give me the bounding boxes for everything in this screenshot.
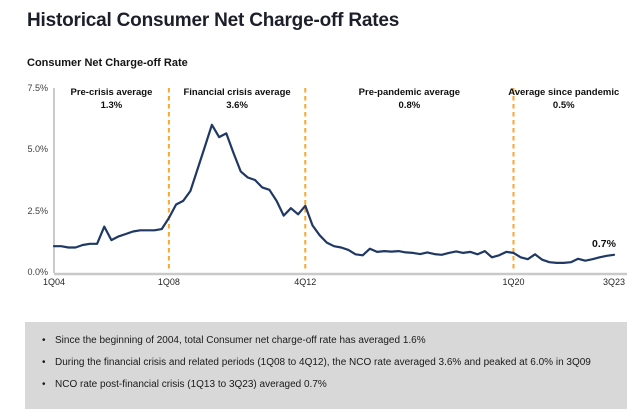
footnote-text: NCO rate post-financial crisis (1Q13 to … bbox=[55, 379, 327, 390]
page-title: Historical Consumer Net Charge-off Rates bbox=[27, 10, 400, 31]
line-series bbox=[52, 123, 616, 264]
annotation-label: Average since pandemic bbox=[508, 87, 620, 98]
chart-area: Pre-crisis average 1.3% Financial crisis… bbox=[0, 75, 640, 305]
x-axis-label: 1Q08 bbox=[157, 277, 180, 287]
y-axis-label: 0.0% bbox=[27, 267, 48, 277]
footnote-box: • Since the beginning of 2004, total Con… bbox=[25, 322, 627, 409]
chart-canvas bbox=[52, 88, 627, 276]
annotation-value: 3.6% bbox=[226, 99, 248, 111]
end-value-label: 0.7% bbox=[592, 237, 616, 250]
x-axis-label: 3Q23 bbox=[602, 277, 626, 287]
y-axis-label: 5.0% bbox=[27, 144, 48, 155]
x-axis-label: 1Q04 bbox=[42, 277, 66, 287]
footnote-item: • During the financial crisis and relate… bbox=[40, 357, 609, 368]
footnote-text: During the financial crisis and related … bbox=[55, 357, 591, 368]
x-axis-label: 4Q12 bbox=[294, 277, 317, 287]
annotation-since-pandemic: Average since pandemic 0.5% bbox=[484, 87, 640, 112]
annotation-label: Pre-pandemic average bbox=[358, 87, 461, 98]
annotation-pre-pandemic: Pre-pandemic average 0.8% bbox=[329, 87, 489, 112]
footnote-item: • NCO rate post-financial crisis (1Q13 t… bbox=[40, 379, 609, 390]
y-axis-label: 7.5% bbox=[27, 83, 48, 93]
annotation-value: 0.8% bbox=[398, 99, 421, 111]
annotation-pre-crisis: Pre-crisis average 1.3% bbox=[31, 87, 191, 112]
annotation-value: 1.3% bbox=[100, 99, 123, 111]
bullet-icon: • bbox=[42, 357, 46, 368]
bullet-icon: • bbox=[42, 379, 46, 390]
annotation-label: Financial crisis average bbox=[183, 87, 291, 98]
annotation-value: 0.5% bbox=[552, 99, 575, 111]
x-axis-label: 1Q20 bbox=[502, 277, 525, 287]
footnote-text: Since the beginning of 2004, total Consu… bbox=[55, 335, 426, 346]
bullet-icon: • bbox=[42, 335, 46, 346]
footnote-item: • Since the beginning of 2004, total Con… bbox=[40, 335, 609, 346]
chart-title: Consumer Net Charge-off Rate bbox=[27, 57, 188, 69]
y-axis-label: 2.5% bbox=[27, 205, 48, 216]
annotation-financial-crisis: Financial crisis average 3.6% bbox=[157, 87, 317, 112]
annotation-label: Pre-crisis average bbox=[70, 87, 153, 98]
